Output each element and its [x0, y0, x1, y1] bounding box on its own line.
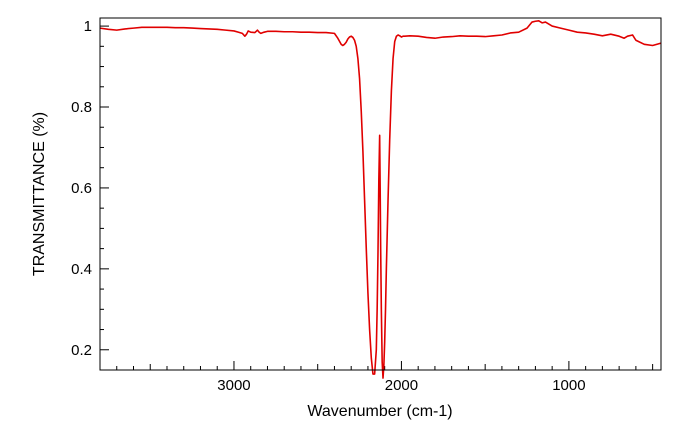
y-tick-label: 0.6	[71, 180, 92, 197]
y-tick-label: 0.2	[71, 342, 92, 359]
x-tick-label: 3000	[217, 377, 250, 394]
axis-ticks	[99, 25, 654, 370]
y-tick-label: 0.4	[71, 261, 92, 278]
plot-frame	[99, 17, 662, 371]
x-tick-label: 2000	[385, 377, 418, 394]
y-tick-label: 1	[84, 18, 92, 35]
y-axis-title: TRANSMITTANCE (%)	[31, 112, 48, 276]
spectrum-line	[99, 20, 662, 379]
x-axis-title: Wavenumber (cm-1)	[307, 403, 452, 420]
tick-labels: 3000 2000 1000 0.2 0.4 0.6 0.8 1	[71, 18, 585, 394]
y-tick-label: 0.8	[71, 99, 92, 116]
x-tick-label: 1000	[552, 377, 585, 394]
